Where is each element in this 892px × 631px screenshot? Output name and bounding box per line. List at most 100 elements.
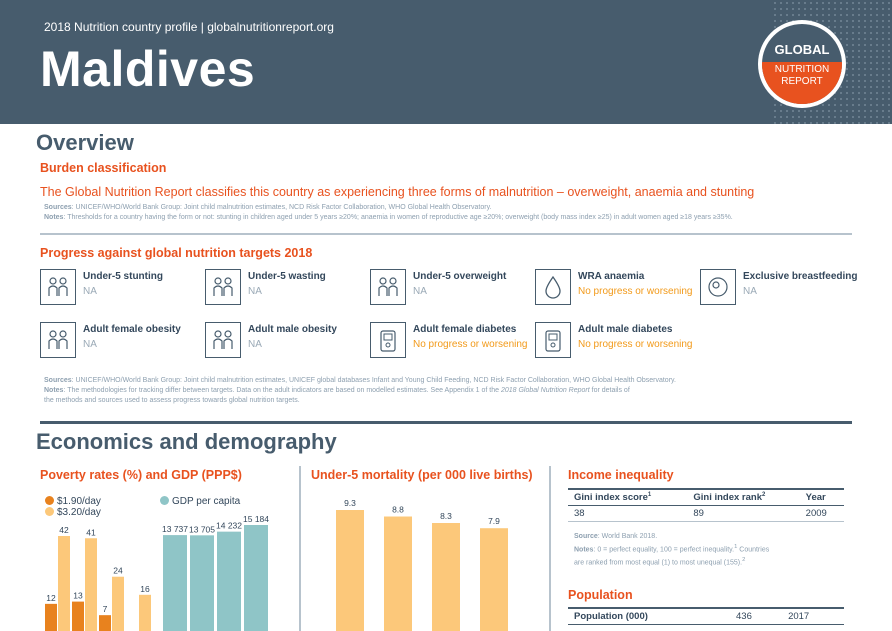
poverty-320-label: 16 bbox=[140, 584, 150, 594]
mortality-label: 9.3 bbox=[344, 498, 356, 508]
poverty-190-bar bbox=[45, 603, 57, 631]
gdp-bar bbox=[163, 535, 187, 631]
poverty-190-bar bbox=[72, 601, 84, 631]
progress-tile: Adult male obesity NA bbox=[205, 322, 365, 362]
progress-tile-label: Under-5 stunting bbox=[83, 271, 163, 282]
population-table: Population (000) 436 2017 bbox=[568, 607, 844, 625]
glucose-meter-icon bbox=[535, 322, 571, 358]
child-pair-icon bbox=[370, 269, 406, 305]
population-label: Population (000) bbox=[568, 607, 730, 625]
progress-tile: Under-5 overweight NA bbox=[370, 269, 530, 309]
progress-tile-status: NA bbox=[83, 286, 97, 297]
poverty-320-label: 24 bbox=[113, 566, 123, 576]
income-value-rank: 89 bbox=[687, 505, 800, 523]
population-year: 2017 bbox=[782, 607, 844, 625]
income-table: Gini index score1 Gini index rank2 Year … bbox=[568, 488, 844, 523]
adult-pair-icon bbox=[205, 322, 241, 358]
progress-tile: Under-5 stunting NA bbox=[40, 269, 200, 309]
burden-text: The Global Nutrition Report classifies t… bbox=[40, 185, 755, 199]
progress-tile-label: Adult male diabetes bbox=[578, 324, 673, 335]
progress-tile-label: Under-5 overweight bbox=[413, 271, 507, 282]
poverty-chart-title: Poverty rates (%) and GDP (PPP$) bbox=[40, 468, 242, 482]
gdp-legend: GDP per capita bbox=[160, 496, 240, 507]
gdp-label: 15 184 bbox=[243, 514, 269, 524]
page-header: 2018 Nutrition country profile | globaln… bbox=[0, 0, 892, 124]
progress-tile-status: NA bbox=[248, 286, 262, 297]
glucose-meter-icon bbox=[370, 322, 406, 358]
progress-tile-label: Adult female diabetes bbox=[413, 324, 517, 335]
mortality-label: 8.3 bbox=[440, 511, 452, 521]
chart-separator-2 bbox=[549, 466, 551, 631]
economics-divider bbox=[40, 421, 852, 424]
mortality-bar bbox=[432, 523, 460, 631]
gdp-label: 14 232 bbox=[216, 521, 242, 531]
income-value-year: 2009 bbox=[799, 505, 844, 523]
progress-tile: WRA anaemia No progress or worsening bbox=[535, 269, 695, 309]
income-value-score: 38 bbox=[568, 505, 688, 523]
overview-heading: Overview bbox=[36, 130, 134, 155]
gdp-bar bbox=[244, 525, 268, 631]
poverty-320-bar bbox=[58, 536, 70, 631]
mortality-bar bbox=[336, 510, 364, 631]
poverty-320-label: 41 bbox=[86, 527, 96, 537]
mortality-chart: 9.3 8.8 8.3 7.9 bbox=[336, 498, 508, 631]
population-value: 436 bbox=[730, 607, 783, 625]
progress-tile-status: No progress or worsening bbox=[578, 339, 693, 350]
progress-tile: Under-5 wasting NA bbox=[205, 269, 365, 309]
gdp-bar bbox=[217, 531, 241, 631]
child-pair-icon bbox=[40, 269, 76, 305]
poverty-320-bar bbox=[85, 538, 97, 631]
poverty-legend: $1.90/day $3.20/day bbox=[45, 496, 101, 518]
mortality-bar bbox=[480, 528, 508, 631]
progress-tile-label: Exclusive breastfeeding bbox=[743, 271, 858, 282]
progress-tile-label: Adult female obesity bbox=[83, 324, 181, 335]
population-title: Population bbox=[568, 588, 633, 602]
gnr-logo: GLOBAL NUTRITION REPORT bbox=[758, 20, 846, 108]
income-header-year: Year bbox=[799, 488, 844, 507]
progress-tile: Adult male diabetes No progress or worsen… bbox=[535, 322, 695, 362]
legend-item-320: $3.20/day bbox=[45, 507, 101, 518]
mortality-bar bbox=[384, 516, 412, 631]
blood-drop-icon bbox=[535, 269, 571, 305]
legend-item-190: $1.90/day bbox=[45, 496, 101, 507]
poverty-320-bar bbox=[139, 594, 151, 631]
poverty-190-label: 7 bbox=[103, 604, 108, 614]
progress-tile-label: WRA anaemia bbox=[578, 271, 645, 282]
progress-tile-label: Under-5 wasting bbox=[248, 271, 326, 282]
progress-heading: Progress against global nutrition target… bbox=[40, 246, 313, 260]
child-pair-icon bbox=[205, 269, 241, 305]
mortality-chart-title: Under-5 mortality (per 000 live births) bbox=[311, 468, 533, 482]
progress-sources: Sources: UNICEF/WHO/World Bank Group: Jo… bbox=[44, 377, 676, 404]
poverty-190-bar bbox=[99, 615, 111, 631]
progress-tile: Exclusive breastfeeding NA bbox=[700, 269, 860, 309]
logo-line2: NUTRITION bbox=[774, 64, 830, 75]
breastfeeding-icon bbox=[700, 269, 736, 305]
progress-tile: Adult female obesity NA bbox=[40, 322, 200, 362]
overview-sources: Sources: UNICEF/WHO/World Bank Group: Jo… bbox=[44, 204, 733, 221]
poverty-190-label: 13 bbox=[73, 591, 83, 601]
progress-tile: Adult female diabetes No progress or wors… bbox=[370, 322, 530, 362]
income-notes: Source: World Bank 2018. Notes: 0 = perf… bbox=[574, 533, 770, 567]
progress-tile-label: Adult male obesity bbox=[248, 324, 337, 335]
progress-tile-status: No progress or worsening bbox=[578, 286, 693, 297]
progress-tile-status: NA bbox=[743, 286, 757, 297]
chart-separator-1 bbox=[299, 466, 301, 631]
gdp-label: 13 737 bbox=[162, 524, 188, 534]
poverty-320-bar bbox=[112, 576, 124, 631]
income-inequality-title: Income inequality bbox=[568, 468, 674, 482]
mortality-label: 7.9 bbox=[488, 516, 500, 526]
poverty-320-label: 42 bbox=[59, 525, 69, 535]
gdp-bar bbox=[190, 535, 214, 631]
country-title: Maldives bbox=[40, 41, 256, 97]
logo-line1: GLOBAL bbox=[774, 42, 830, 57]
gdp-label: 13 705 bbox=[189, 524, 215, 534]
income-header-score: Gini index score1 bbox=[568, 488, 688, 507]
progress-tile-status: NA bbox=[413, 286, 427, 297]
burden-heading: Burden classification bbox=[40, 161, 167, 175]
progress-tile-status: NA bbox=[83, 339, 97, 350]
adult-pair-icon bbox=[40, 322, 76, 358]
economics-heading: Economics and demography bbox=[36, 429, 337, 454]
poverty-190-label: 12 bbox=[46, 593, 56, 603]
logo-line3: REPORT bbox=[781, 76, 823, 87]
